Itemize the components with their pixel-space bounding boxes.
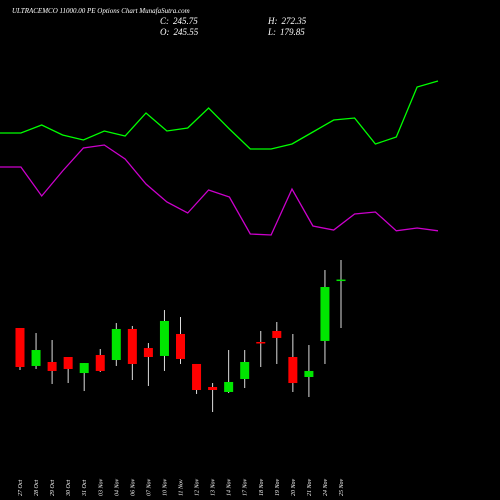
x-tick-label: 25 Nov — [339, 478, 345, 496]
candle-body — [111, 328, 121, 361]
stat: H: 272.35 — [267, 16, 307, 26]
candle-body — [176, 333, 185, 359]
chart-title: ULTRACEMCO 11000.00 PE Options Chart Mun… — [12, 7, 190, 15]
stat-label: O: — [160, 27, 170, 37]
x-tick-label: 27 Oct — [18, 480, 24, 496]
x-tick-label: 06 Nov — [130, 478, 136, 496]
stat: C: 245.75 — [160, 16, 198, 26]
x-tick-label: 18 Nov — [259, 478, 265, 496]
x-tick-label: 19 Nov — [275, 478, 281, 496]
indicator-line — [0, 80, 439, 150]
x-tick-label: 13 Nov — [211, 478, 217, 496]
x-tick-label: 10 Nov — [162, 478, 168, 496]
stat-value: 272.35 — [282, 16, 307, 26]
stat-label: L: — [267, 27, 276, 37]
x-tick-label: 31 Oct — [82, 480, 88, 497]
stat: O: 245.55 — [160, 27, 199, 37]
candle-body — [159, 320, 169, 356]
x-tick-label: 17 Nov — [243, 478, 249, 496]
stat: L: 179.85 — [267, 27, 305, 37]
x-tick-label: 07 Nov — [146, 478, 152, 496]
candle-body — [15, 327, 25, 367]
candle-body — [336, 279, 346, 282]
candle-body — [79, 363, 89, 374]
candle-body — [31, 350, 41, 366]
candle-body — [95, 355, 105, 371]
stat-label: H: — [267, 16, 278, 26]
x-tick-label: 21 Nov — [307, 478, 313, 496]
candle-body — [304, 370, 314, 377]
candle-body — [208, 386, 218, 391]
x-tick-label: 28 Oct — [34, 480, 40, 496]
candle-body — [127, 328, 137, 364]
x-tick-label: 14 Nov — [226, 478, 233, 496]
stat-value: 245.55 — [174, 27, 199, 37]
candle-body — [224, 381, 234, 392]
candle-body — [288, 356, 298, 384]
x-tick-label: 24 Nov — [322, 478, 329, 496]
x-tick-label: 12 Nov — [195, 478, 201, 496]
indicator-line — [0, 144, 439, 236]
x-tick-label: 11 Nov — [179, 479, 185, 496]
candle-body — [63, 356, 73, 369]
candle-body — [320, 287, 330, 341]
stat-value: 179.85 — [280, 27, 305, 37]
x-tick-label: 04 Nov — [113, 478, 120, 496]
candle-body — [47, 361, 57, 371]
x-tick-label: 30 Oct — [66, 480, 72, 497]
stat-value: 245.75 — [173, 16, 198, 26]
x-tick-label: 29 Oct — [50, 480, 56, 496]
candle-body — [256, 342, 266, 344]
x-tick-label: 20 Nov — [291, 478, 297, 496]
candle-body — [143, 348, 153, 357]
candle-body — [240, 361, 250, 379]
candle-body — [272, 330, 282, 338]
x-tick-label: 03 Nov — [98, 478, 104, 496]
candle-body — [192, 363, 202, 391]
stat-label: C: — [160, 16, 169, 26]
